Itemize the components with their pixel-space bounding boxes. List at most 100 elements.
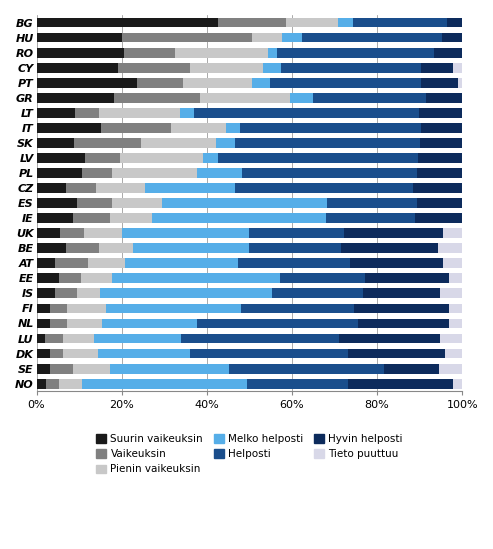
- Bar: [194, 108, 419, 117]
- Legend: Suurin vaikeuksin, Vaikeuksin, Pienin vaikeuksin, Melko helposti, Helposti, Hyvi: Suurin vaikeuksin, Vaikeuksin, Pienin va…: [96, 434, 403, 474]
- Bar: [101, 123, 171, 133]
- Bar: [36, 304, 50, 313]
- Bar: [63, 334, 94, 344]
- Bar: [124, 48, 176, 58]
- Bar: [348, 379, 453, 389]
- Bar: [36, 138, 74, 148]
- Bar: [98, 349, 190, 358]
- Bar: [449, 304, 462, 313]
- Bar: [141, 138, 216, 148]
- Bar: [413, 183, 462, 193]
- Bar: [183, 78, 251, 88]
- Bar: [282, 33, 302, 42]
- Bar: [63, 349, 98, 358]
- Bar: [162, 198, 327, 208]
- Bar: [176, 48, 268, 58]
- Bar: [67, 304, 106, 313]
- Bar: [439, 364, 462, 373]
- Bar: [36, 108, 75, 117]
- Bar: [190, 63, 263, 72]
- Bar: [36, 213, 73, 223]
- Bar: [50, 364, 73, 373]
- Bar: [449, 273, 462, 283]
- Bar: [36, 93, 113, 103]
- Bar: [344, 228, 443, 238]
- Bar: [82, 379, 247, 389]
- Bar: [60, 228, 84, 238]
- Bar: [36, 259, 55, 268]
- Bar: [55, 288, 77, 298]
- Bar: [453, 379, 462, 389]
- Bar: [36, 228, 60, 238]
- Bar: [252, 33, 282, 42]
- Bar: [112, 273, 281, 283]
- Bar: [247, 379, 348, 389]
- Bar: [270, 78, 421, 88]
- Bar: [50, 318, 67, 328]
- Bar: [106, 304, 241, 313]
- Bar: [217, 153, 418, 163]
- Bar: [36, 33, 122, 42]
- Bar: [449, 318, 462, 328]
- Bar: [102, 318, 197, 328]
- Bar: [111, 168, 197, 178]
- Bar: [235, 138, 420, 148]
- Bar: [268, 48, 277, 58]
- Bar: [94, 334, 181, 344]
- Bar: [73, 213, 110, 223]
- Bar: [277, 48, 434, 58]
- Bar: [45, 334, 63, 344]
- Bar: [60, 379, 82, 389]
- Bar: [137, 78, 183, 88]
- Bar: [50, 304, 67, 313]
- Bar: [350, 259, 444, 268]
- Bar: [66, 243, 100, 253]
- Bar: [281, 273, 365, 283]
- Bar: [36, 334, 45, 344]
- Bar: [75, 108, 99, 117]
- Bar: [417, 198, 462, 208]
- Bar: [302, 33, 442, 42]
- Bar: [341, 243, 438, 253]
- Bar: [36, 18, 218, 27]
- Bar: [77, 288, 100, 298]
- Bar: [100, 243, 133, 253]
- Bar: [36, 183, 66, 193]
- Bar: [443, 228, 462, 238]
- Bar: [422, 63, 453, 72]
- Bar: [133, 243, 249, 253]
- Bar: [440, 334, 462, 344]
- Bar: [36, 379, 46, 389]
- Bar: [353, 304, 449, 313]
- Bar: [84, 228, 122, 238]
- Bar: [55, 259, 88, 268]
- Bar: [197, 168, 242, 178]
- Bar: [122, 228, 249, 238]
- Bar: [444, 259, 462, 268]
- Bar: [216, 138, 235, 148]
- Bar: [118, 63, 190, 72]
- Bar: [113, 93, 200, 103]
- Bar: [438, 243, 462, 253]
- Bar: [327, 198, 417, 208]
- Bar: [110, 364, 229, 373]
- Bar: [203, 153, 217, 163]
- Bar: [36, 123, 101, 133]
- Bar: [440, 288, 462, 298]
- Bar: [419, 108, 462, 117]
- Bar: [365, 273, 449, 283]
- Bar: [249, 228, 344, 238]
- Bar: [50, 349, 63, 358]
- Bar: [36, 48, 124, 58]
- Bar: [272, 288, 362, 298]
- Bar: [122, 33, 252, 42]
- Bar: [145, 183, 235, 193]
- Bar: [240, 123, 421, 133]
- Bar: [263, 63, 281, 72]
- Bar: [36, 63, 118, 72]
- Bar: [442, 33, 462, 42]
- Bar: [338, 18, 353, 27]
- Bar: [426, 93, 462, 103]
- Bar: [152, 213, 325, 223]
- Bar: [281, 63, 422, 72]
